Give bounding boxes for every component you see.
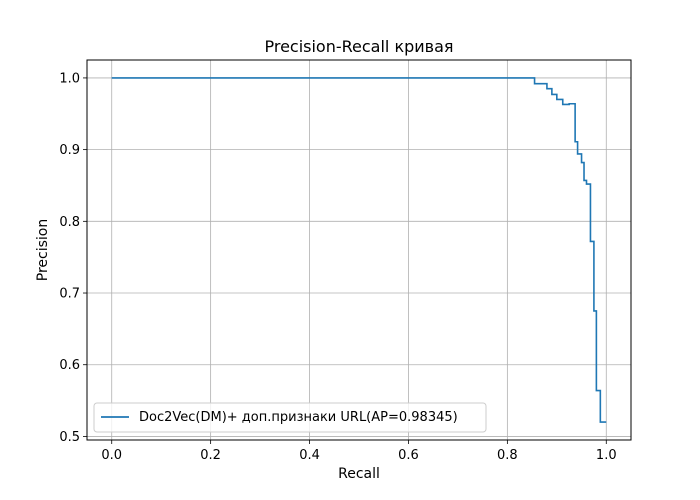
y-axis-label: Precision bbox=[35, 219, 51, 281]
x-tick-label: 0.0 bbox=[101, 448, 122, 463]
y-tick-label: 0.8 bbox=[59, 215, 80, 230]
y-axis: 0.5 0.6 0.7 0.8 0.9 1.0 bbox=[59, 71, 87, 445]
legend-label: Doc2Vec(DM)+ доп.признаки URL(AP=0.98345… bbox=[139, 410, 458, 425]
x-tick-label: 0.6 bbox=[398, 448, 419, 463]
x-tick-label: 0.2 bbox=[200, 448, 221, 463]
x-axis: 0.0 0.2 0.4 0.6 0.8 1.0 bbox=[101, 440, 617, 463]
y-tick-label: 0.7 bbox=[59, 287, 80, 302]
grid bbox=[87, 60, 631, 440]
x-tick-label: 1.0 bbox=[596, 448, 617, 463]
pr-curve-line bbox=[111, 77, 607, 423]
x-axis-label: Recall bbox=[338, 466, 380, 482]
legend: Doc2Vec(DM)+ доп.признаки URL(AP=0.98345… bbox=[93, 402, 487, 433]
y-tick-label: 1.0 bbox=[59, 71, 80, 86]
plot-frame bbox=[86, 59, 632, 441]
series-layer bbox=[111, 77, 607, 423]
x-tick-label: 0.4 bbox=[299, 448, 320, 463]
y-tick-label: 0.5 bbox=[59, 430, 80, 445]
chart-title: Precision-Recall кривая bbox=[264, 37, 453, 56]
x-tick-label: 0.8 bbox=[497, 448, 518, 463]
legend-box bbox=[93, 402, 487, 433]
y-tick-label: 0.9 bbox=[59, 143, 80, 158]
y-tick-label: 0.6 bbox=[59, 358, 80, 373]
